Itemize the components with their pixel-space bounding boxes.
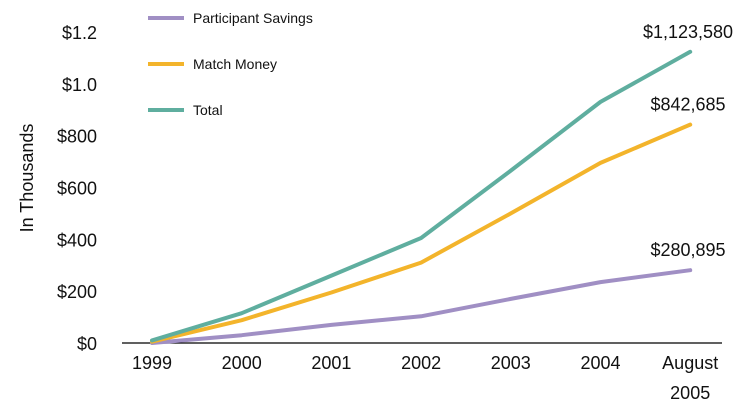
y-tick-label: $400 <box>57 230 97 250</box>
series-line-participant-savings <box>152 270 690 343</box>
y-tick-label: $800 <box>57 127 97 147</box>
series-line-match-money <box>152 125 690 342</box>
x-tick-label: 1999 <box>132 353 172 373</box>
legend: Participant Savings Match Money Total <box>148 10 313 118</box>
end-value-label: $280,895 <box>650 240 725 260</box>
end-value-label: $1,123,580 <box>643 22 733 42</box>
end-value-label: $842,685 <box>650 95 725 115</box>
x-tick-label: August <box>662 353 718 373</box>
y-axis-ticks: $0 $200 $400 $600 $800 $1.0 $1.2 <box>57 23 97 354</box>
x-axis-ticks: 1999 2000 2001 2002 2003 2004 August 2005 <box>132 353 718 403</box>
y-tick-label: $600 <box>57 178 97 198</box>
x-tick-label: 2002 <box>401 353 441 373</box>
x-tick-label: 2000 <box>222 353 262 373</box>
legend-label: Match Money <box>193 56 277 72</box>
legend-label: Total <box>193 102 223 118</box>
y-tick-label: $200 <box>57 282 97 302</box>
y-tick-label: $1.0 <box>62 75 97 95</box>
y-axis-label: In Thousands <box>17 124 37 233</box>
x-tick-label: 2005 <box>670 383 710 403</box>
series-lines <box>152 52 690 343</box>
y-tick-label: $1.2 <box>62 23 97 43</box>
series-line-total <box>152 52 690 341</box>
legend-label: Participant Savings <box>193 10 313 26</box>
x-tick-label: 2004 <box>580 353 620 373</box>
y-tick-label: $0 <box>77 334 97 354</box>
x-tick-label: 2001 <box>311 353 351 373</box>
x-tick-label: 2003 <box>491 353 531 373</box>
